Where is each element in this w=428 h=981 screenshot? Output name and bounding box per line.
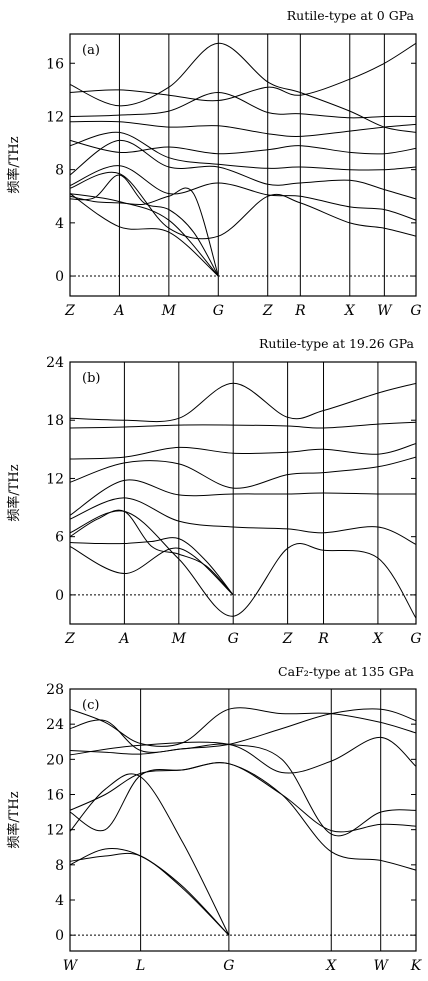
y-axis-label: 频率/THz [6, 136, 22, 193]
plot-frame [69, 361, 417, 625]
y-tick-label: 20 [46, 752, 64, 768]
phonon-branch-3 [70, 509, 234, 596]
panel-b: Rutile-type at 19.26 GPa 0 6 12 18 24 Z A M G Z R X G… [6, 336, 422, 647]
x-tick-label: W [377, 303, 393, 319]
panel-title: Rutile-type at 19.26 GPa [259, 336, 415, 351]
phonon-branch-5 [70, 497, 416, 545]
phonon-branch-1 [70, 545, 234, 596]
phonon-branch-10 [70, 120, 416, 137]
phonon-branch-2 [70, 852, 230, 936]
phonon-branch-5 [70, 171, 416, 240]
x-tick-label: X [344, 303, 356, 319]
phonon-branch-3 [70, 773, 230, 936]
x-tick-label: X [325, 958, 337, 974]
phonon-branch-4 [70, 510, 416, 619]
y-tick-label: 18 [46, 413, 64, 429]
x-tick-label: M [161, 303, 177, 319]
y-tick-label: 8 [55, 163, 64, 179]
plot-frame [69, 688, 417, 952]
x-tick-label: W [373, 958, 389, 974]
x-tick-label: Z [262, 303, 273, 319]
x-tick-label: A [112, 303, 124, 319]
y-tick-label: 16 [46, 56, 64, 72]
phonon-branch-13 [70, 42, 416, 133]
x-tick-label: A [117, 631, 129, 647]
y-tick-label: 16 [46, 788, 64, 804]
panel-label: (b) [82, 371, 100, 386]
phonon-branch-7 [70, 139, 416, 200]
plot-frame [69, 33, 417, 297]
x-tick-label: G [410, 303, 421, 319]
phonon-branch-7 [70, 456, 416, 489]
y-tick-label: 0 [55, 928, 64, 944]
x-tick-label: M [171, 631, 187, 647]
x-tick-label: K [410, 958, 423, 974]
y-tick-label: 6 [55, 530, 64, 546]
y-tick-label: 24 [46, 717, 64, 733]
x-tick-label: L [135, 958, 145, 974]
phonon-branch-9 [70, 736, 416, 774]
phonon-branch-6 [70, 479, 416, 516]
x-tick-label: W [63, 958, 79, 974]
panel-title: CaF₂-type at 135 GPa [278, 664, 414, 679]
y-tick-label: 12 [46, 471, 64, 487]
x-tick-label: Z [282, 631, 293, 647]
y-tick-label: 28 [46, 682, 64, 698]
panel-a: Rutile-type at 0 GPa 0 4 8 12 16 Z A M G Z R X W G (a) 频… [6, 8, 422, 319]
y-tick-label: 4 [55, 893, 64, 909]
y-tick-label: 4 [55, 216, 64, 232]
x-tick-label: G [223, 958, 234, 974]
phonon-branch-10 [70, 382, 416, 423]
phonon-branch-5 [70, 762, 416, 833]
phonon-branch-1 [70, 848, 230, 936]
phonon-branch-6 [70, 165, 416, 221]
y-tick-label: 12 [46, 823, 64, 839]
x-tick-label: Z [64, 303, 75, 319]
y-tick-label: 12 [46, 109, 64, 125]
phonon-branch-2 [70, 193, 219, 277]
x-tick-label: G [228, 631, 239, 647]
panel-c: CaF₂-type at 135 GPa 0 4 8 12 16 20 24 28 W L G X W K (… [6, 664, 423, 974]
x-tick-label: R [294, 303, 306, 319]
phonon-branch-12 [70, 42, 416, 102]
phonon-branch-7 [70, 719, 416, 837]
y-tick-label: 24 [46, 355, 64, 371]
phonon-branch-11 [70, 91, 416, 119]
x-tick-label: Z [64, 631, 75, 647]
phonon-branch-1 [70, 193, 219, 277]
phonon-branch-9 [70, 421, 416, 429]
phonon-branch-2 [70, 537, 234, 596]
x-tick-label: X [372, 631, 384, 647]
y-axis-label: 频率/THz [6, 791, 22, 848]
x-tick-label: G [410, 631, 421, 647]
phonon-branch-4 [70, 174, 219, 277]
phonon-branch-9 [70, 139, 416, 155]
phonon-branch-3 [70, 187, 219, 277]
x-tick-label: G [213, 303, 224, 319]
panel-label: (a) [82, 43, 100, 58]
phonon-branch-8 [70, 707, 416, 747]
x-tick-label: R [317, 631, 329, 647]
panel-label: (c) [82, 698, 99, 713]
phonon-branch-8 [70, 443, 416, 460]
phonon-branch-8 [70, 131, 416, 171]
panel-title: Rutile-type at 0 GPa [287, 8, 415, 23]
y-tick-label: 8 [55, 858, 64, 874]
y-tick-label: 0 [55, 269, 64, 285]
y-tick-label: 0 [55, 588, 64, 604]
y-axis-label: 频率/THz [6, 464, 22, 521]
